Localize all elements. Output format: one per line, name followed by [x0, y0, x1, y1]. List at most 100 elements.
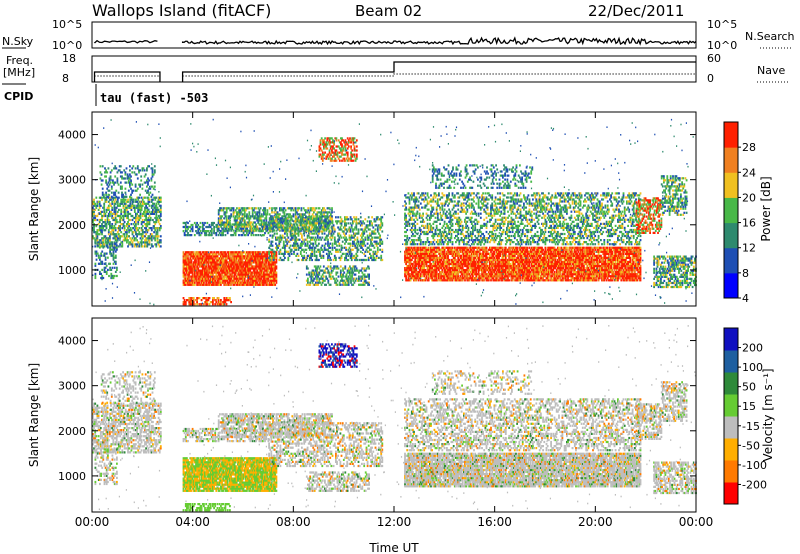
data-cell: [142, 237, 144, 239]
data-cell: [114, 225, 116, 227]
data-cell: [109, 239, 111, 241]
data-cell: [122, 194, 124, 196]
data-cell: [109, 267, 111, 269]
data-cell: [145, 173, 147, 175]
data-cell: [110, 171, 112, 173]
nsky-tick-bottom: 10^0: [52, 39, 82, 52]
data-cell: [148, 165, 150, 167]
data-cell: [137, 177, 139, 179]
data-cell: [133, 231, 135, 233]
data-cell: [131, 223, 133, 225]
cpid-strip: CPID tau (fast) -503: [4, 84, 208, 106]
data-cell: [100, 273, 102, 275]
freq-series: [95, 62, 696, 82]
data-cell: [118, 192, 120, 194]
data-cell: [152, 175, 154, 177]
data-cell: [97, 235, 99, 237]
data-cell: [124, 221, 126, 223]
data-cell: [144, 197, 146, 199]
data-cell: [115, 251, 117, 253]
data-cell: [112, 199, 114, 201]
data-cell: [137, 211, 139, 213]
data-cell: [220, 284, 222, 286]
data-cell: [137, 165, 139, 167]
data-cell: [124, 227, 126, 229]
data-cell: [100, 253, 102, 255]
data-cell: [133, 199, 135, 201]
data-cell: [111, 192, 113, 194]
data-cell: [111, 225, 113, 227]
data-cell: [102, 188, 104, 190]
data-cell: [108, 229, 110, 231]
data-cell: [134, 209, 136, 211]
data-cell: [106, 225, 108, 227]
data-cell: [148, 213, 150, 215]
data-cell: [146, 241, 148, 243]
data-cell: [110, 244, 112, 246]
data-cell: [101, 233, 103, 235]
data-cell: [133, 201, 135, 203]
data-cell: [137, 203, 139, 205]
data-cell: [101, 223, 103, 225]
data-cell: [158, 221, 160, 223]
data-cell: [138, 243, 140, 245]
data-cell: [100, 177, 102, 179]
data-cell: [148, 217, 150, 219]
data-cell: [116, 249, 118, 251]
data-cell: [106, 171, 108, 173]
data-cell: [191, 261, 193, 263]
data-cell: [195, 261, 197, 263]
data-cell: [136, 243, 138, 245]
data-cell: [129, 241, 131, 243]
data-cell: [101, 275, 103, 277]
data-cell: [211, 251, 213, 253]
nsky-strip: N.Sky 10^5 10^0 10^5 10^0 N.Search: [2, 18, 795, 52]
data-cell: [135, 167, 137, 169]
data-cell: [105, 257, 107, 259]
data-cell: [152, 186, 154, 188]
data-cell: [160, 225, 162, 227]
data-cell: [132, 203, 134, 205]
data-cell: [111, 188, 113, 190]
data-cell: [141, 239, 143, 241]
data-cell: [115, 203, 117, 205]
data-cell: [151, 229, 153, 231]
data-cell: [111, 196, 113, 198]
data-cell: [149, 188, 151, 190]
data-cell: [185, 284, 187, 286]
data-cell: [139, 194, 141, 196]
data-cell: [152, 209, 154, 211]
data-cell: [140, 179, 142, 181]
data-cell: [159, 217, 161, 219]
data-cell: [127, 173, 129, 175]
data-cell: [125, 213, 127, 215]
data-cell: [106, 271, 108, 273]
data-cell: [127, 215, 129, 217]
data-cell: [101, 263, 103, 265]
data-cell: [103, 211, 105, 213]
data-cell: [143, 167, 145, 169]
data-cell: [103, 203, 105, 205]
data-cell: [115, 242, 117, 244]
data-cell: [133, 223, 135, 225]
data-cell: [121, 235, 123, 237]
data-cell: [128, 223, 130, 225]
data-cell: [154, 223, 156, 225]
data-cell: [132, 245, 134, 247]
data-cell: [93, 229, 95, 231]
data-cell: [103, 207, 105, 209]
data-cell: [105, 259, 107, 261]
data-cell: [116, 275, 118, 277]
data-cell: [117, 203, 119, 205]
data-cell: [119, 227, 121, 229]
data-cell: [100, 255, 102, 257]
data-cell: [103, 196, 105, 198]
data-cell: [195, 278, 197, 280]
data-cell: [114, 182, 116, 184]
data-cell: [108, 219, 110, 221]
data-cell: [102, 246, 104, 248]
data-cell: [155, 221, 157, 223]
data-cell: [103, 205, 105, 207]
data-cell: [151, 233, 153, 235]
freq-tick-top: 18: [62, 52, 76, 65]
